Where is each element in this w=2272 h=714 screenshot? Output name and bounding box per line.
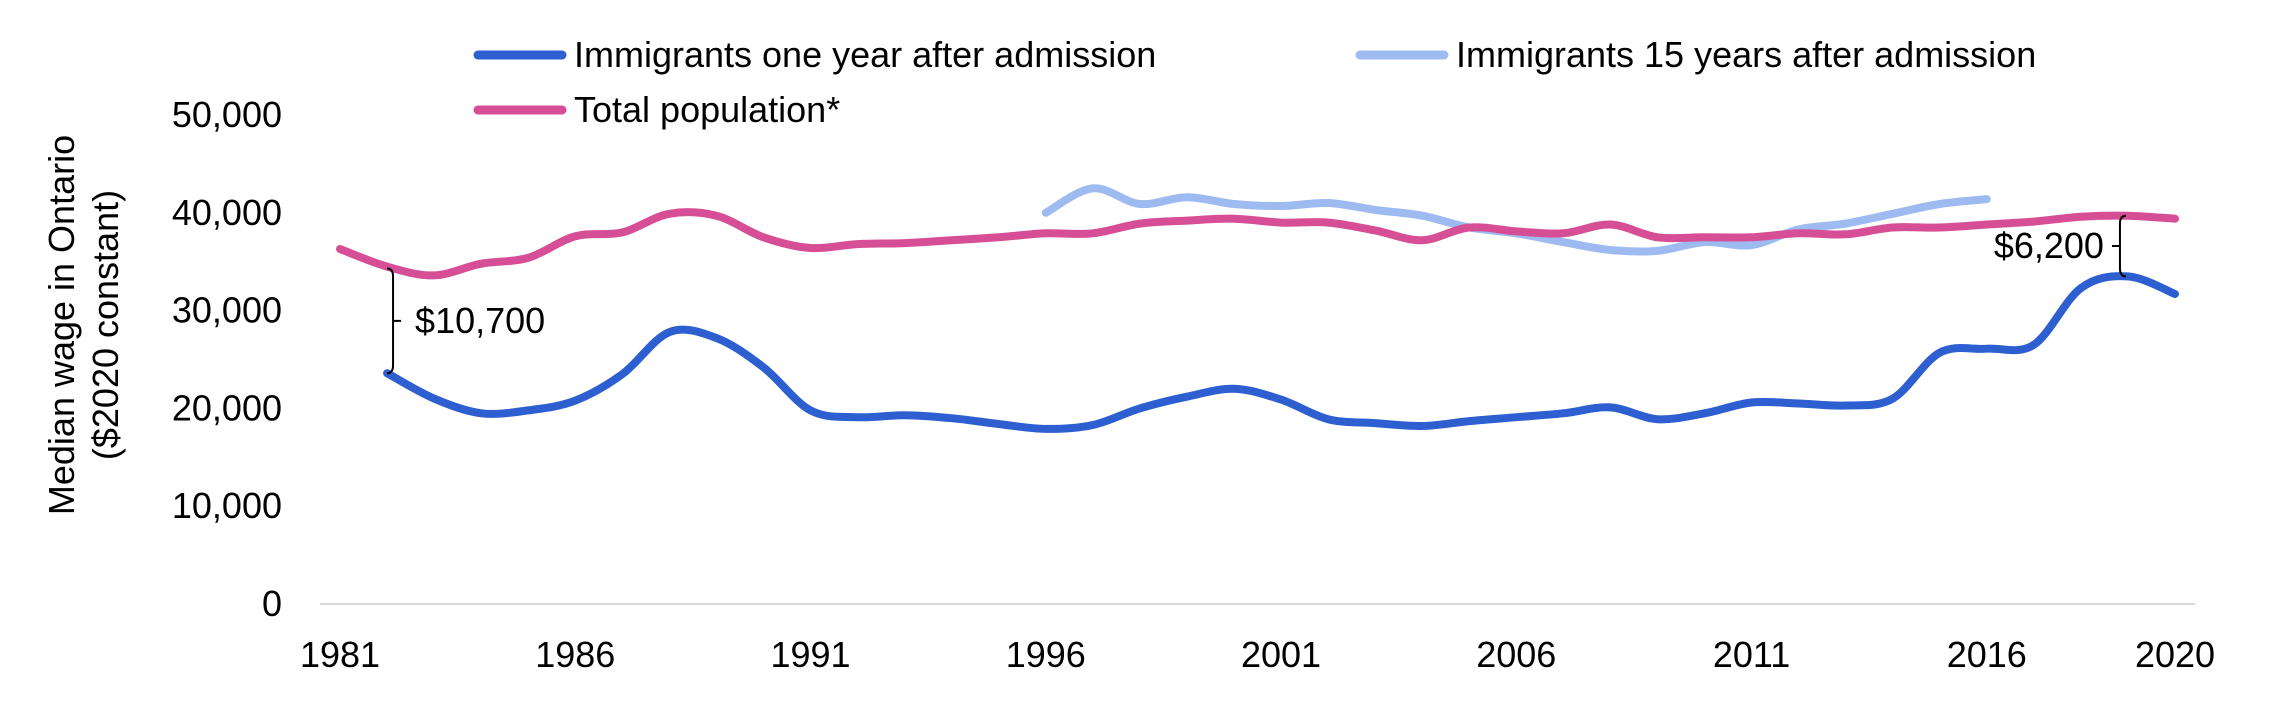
series-line-immigrants-one-year <box>383 272 2179 433</box>
x-tick-label: 2006 <box>1476 634 1556 675</box>
x-tick-label: 1996 <box>1006 634 1086 675</box>
x-tick-label: 2016 <box>1947 634 2027 675</box>
y-tick-label: 10,000 <box>172 485 282 526</box>
y-tick-label: 20,000 <box>172 387 282 428</box>
y-axis-title: Median wage in Ontario ($2020 constant) <box>41 135 126 515</box>
x-tick-label: 2011 <box>1713 634 1790 675</box>
y-tick-label: 30,000 <box>172 290 282 331</box>
x-tick-label: 1991 <box>770 634 850 675</box>
annotations: $10,700 $6,200 <box>386 214 2127 375</box>
x-tick-label: 1981 <box>300 634 380 675</box>
gap-bracket-2019 <box>2111 214 2127 278</box>
x-tick-label: 1986 <box>535 634 615 675</box>
gap-label-1982: $10,700 <box>415 300 545 341</box>
y-axis-title-line-1: Median wage in Ontario <box>41 135 82 515</box>
x-axis-ticks: 1981 1986 1991 1996 2001 2006 2011 2016 2020 <box>300 634 2215 675</box>
legend-label-total-population: Total population* <box>574 89 840 130</box>
x-tick-label: 2001 <box>1241 634 1321 675</box>
y-tick-label: 50,000 <box>172 94 282 135</box>
series-line-total-population <box>336 208 2179 280</box>
y-tick-label: 40,000 <box>172 192 282 233</box>
gap-bracket-1982 <box>386 267 402 375</box>
y-tick-label: 0 <box>262 583 282 624</box>
legend: Immigrants one year after admission Immi… <box>473 34 2036 130</box>
plot-area <box>336 184 2179 433</box>
legend-label-immigrants-15-years: Immigrants 15 years after admission <box>1456 34 2036 75</box>
x-tick-label: 2020 <box>2135 634 2215 675</box>
y-axis-title-line-2: ($2020 constant) <box>85 190 126 460</box>
legend-label-immigrants-one-year: Immigrants one year after admission <box>574 34 1156 75</box>
gap-label-2019: $6,200 <box>1994 225 2104 266</box>
y-axis-ticks: 0 10,000 20,000 30,000 40,000 50,000 <box>172 94 282 624</box>
